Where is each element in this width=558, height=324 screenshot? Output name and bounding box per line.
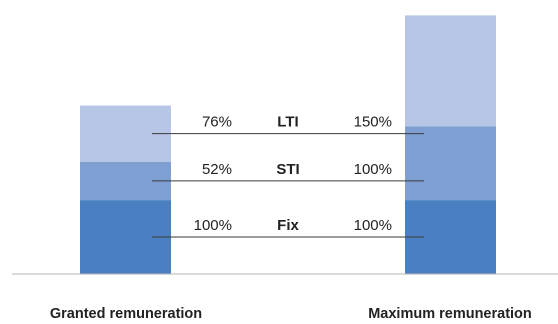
category-label-maximum: Maximum remuneration [368,306,532,322]
value-label-maximum-lti: 150% [354,114,392,131]
value-label-maximum-fix: 100% [354,217,392,234]
bar-segment-lti-maximum [405,15,496,127]
value-label-granted-lti: 76% [202,114,232,131]
leader-lines-layer [152,133,424,238]
value-label-maximum-sti: 100% [354,161,392,178]
value-label-granted-fix: 100% [194,217,232,234]
labels-layer: 100% Fix 100% 52% STI 100% 76% LTI 150% [194,114,392,234]
bar-segment-sti-maximum [405,126,496,201]
value-label-granted-sti: 52% [202,161,232,178]
category-label-granted: Granted remuneration [50,306,202,322]
component-label-fix: Fix [277,217,299,234]
component-label-sti: STI [276,161,299,178]
bars-layer [80,15,496,274]
component-label-lti: LTI [277,114,298,131]
